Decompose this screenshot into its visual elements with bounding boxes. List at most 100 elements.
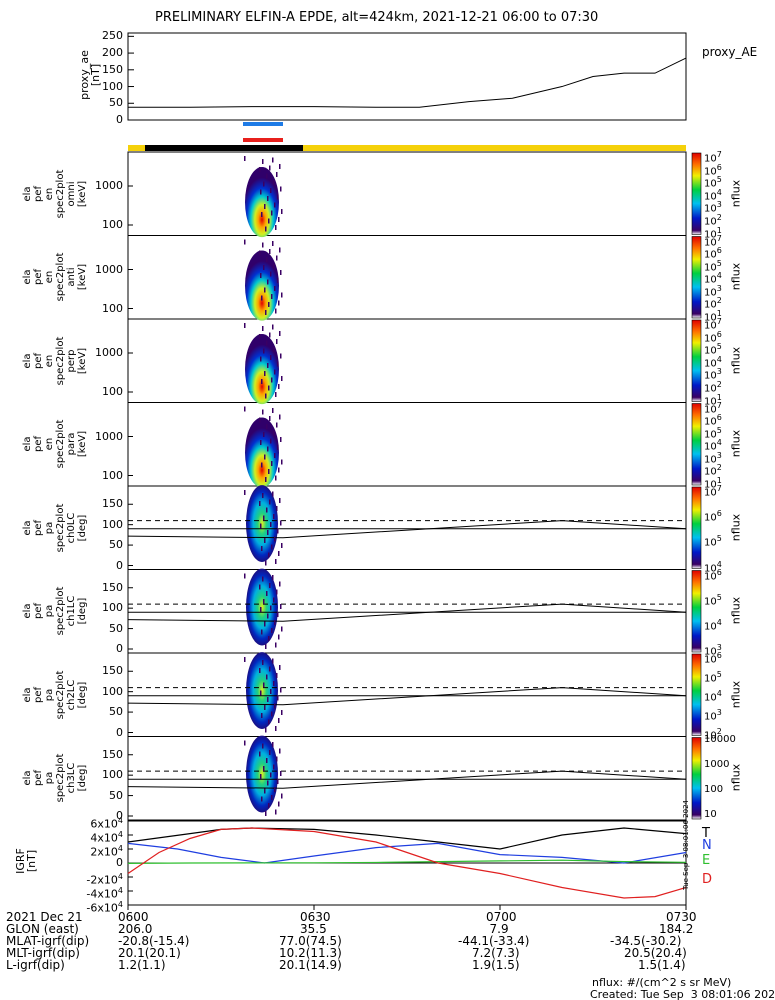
panel-tick-label: 100 (102, 468, 123, 482)
noise-pixel (281, 292, 283, 298)
xaxis-value: 35.5 (300, 922, 327, 936)
noise-pixel (268, 719, 270, 725)
igrf-legend-N: N (702, 838, 712, 853)
noise-pixel (263, 515, 265, 521)
noise-pixel (263, 682, 265, 688)
noise-pixel (273, 430, 275, 436)
colorbar-label: nflux (729, 179, 743, 207)
colorbar-tick: 103 (704, 707, 722, 722)
panel-ylabel: ela pef en spec2plot perp [keV] (22, 336, 88, 386)
noise-pixel (269, 666, 271, 672)
noise-pixel (265, 393, 267, 399)
noise-pixel (263, 766, 265, 771)
colorbar-label: nflux (729, 513, 743, 541)
noise-pixel (263, 265, 265, 270)
panel-tick-label: 1000 (95, 429, 123, 443)
noise-pixel (262, 743, 264, 749)
noise-pixel (265, 477, 267, 482)
noise-pixel (264, 287, 266, 293)
noise-pixel (264, 454, 266, 460)
colorbar (691, 152, 702, 235)
colorbar-tick: 103 (704, 643, 722, 658)
noise-pixel (269, 750, 271, 755)
noise-pixel (275, 726, 277, 731)
xaxis-value: 184.2 (659, 922, 694, 936)
noise-pixel (278, 217, 280, 222)
xaxis-value: 1.9(1.5) (472, 958, 520, 972)
noise-pixel (281, 710, 283, 715)
noise-pixel (281, 793, 283, 799)
energy-spectrum (245, 250, 279, 321)
noise-pixel (277, 695, 279, 701)
colorbar-tick: 105 (704, 258, 722, 273)
noise-pixel (280, 353, 282, 359)
igrf-tick-label: 0 (116, 856, 123, 869)
noise-pixel (262, 159, 264, 164)
noise-pixel (273, 180, 275, 185)
noise-pixel (273, 347, 275, 352)
noise-pixel (265, 811, 267, 816)
colorbar-tick: 104 (704, 559, 722, 574)
xaxis-value: 10.2(11.3) (279, 946, 342, 960)
noise-pixel (277, 528, 279, 534)
xaxis-row-label: 2021 Dec 21 (6, 910, 83, 924)
igrf-tick-label: 6x104 (90, 816, 123, 831)
noise-pixel (278, 634, 280, 640)
colorbar-tick: 103 (704, 450, 722, 466)
panel-tick-label: 100 (102, 768, 123, 782)
noise-pixel (279, 665, 281, 670)
noise-pixel (277, 779, 279, 784)
noise-pixel (260, 189, 262, 195)
ae-line (128, 57, 687, 108)
noise-pixel (269, 249, 271, 254)
noise-pixel (260, 356, 262, 362)
panel-tick-label: 150 (102, 497, 123, 511)
noise-pixel (271, 210, 273, 216)
ae-tick-label: 250 (102, 29, 123, 43)
xaxis-value: 20.1(20.1) (118, 946, 181, 960)
noise-pixel (264, 705, 266, 710)
noise-pixel (266, 257, 268, 262)
ae-tick-label: 150 (102, 62, 123, 76)
colorbar-tick: 101 (704, 309, 722, 324)
colorbar-label: nflux (729, 764, 743, 792)
panel-tick-label: 0 (116, 809, 123, 822)
noise-pixel (259, 417, 261, 423)
noise-pixel (271, 377, 273, 383)
noise-pixel (261, 713, 263, 718)
colorbar-tick: 101 (704, 476, 722, 491)
noise-pixel (281, 543, 283, 548)
colorbar-tick: 104 (704, 688, 722, 704)
panel-tick-label: 100 (102, 601, 123, 615)
noise-pixel (273, 514, 275, 519)
igrf-legend-T: T (702, 826, 710, 841)
xaxis-value: 7.2(7.3) (472, 946, 520, 960)
colorbar-tick: 105 (704, 592, 722, 607)
noise-pixel (259, 751, 261, 757)
noise-pixel (276, 422, 278, 428)
noise-pixel (281, 459, 283, 465)
colorbar-tick: 102 (704, 463, 722, 478)
panel-tick-label: 100 (102, 218, 123, 231)
colorbar-tick: 100 (704, 783, 724, 795)
panel-tick-label: 1000 (95, 346, 123, 359)
panel-ylabel: ela pef en spec2plot para [keV] (22, 419, 88, 469)
colorbar-tick: 101 (704, 392, 722, 407)
colorbar-tick: 106 (704, 246, 722, 261)
noise-pixel (279, 414, 281, 420)
energy-spectrum (245, 167, 279, 238)
noise-pixel (262, 409, 264, 415)
noise-pixel (244, 239, 246, 245)
ae-ylabel: proxy_ae [nT] (78, 50, 102, 100)
colorbar-tick: 1000 (704, 758, 730, 770)
xaxis-value: 20.5(20.4) (624, 946, 687, 960)
noise-pixel (278, 801, 280, 807)
panel-frame (127, 235, 687, 320)
noise-pixel (270, 522, 272, 527)
xaxis-row-label: L-igrf(dip) (6, 958, 65, 972)
noise-pixel (270, 355, 272, 360)
noise-pixel (264, 621, 266, 627)
noise-pixel (273, 263, 275, 269)
xaxis-value: 206.0 (118, 922, 153, 936)
ae-tick-label: 200 (102, 46, 123, 60)
